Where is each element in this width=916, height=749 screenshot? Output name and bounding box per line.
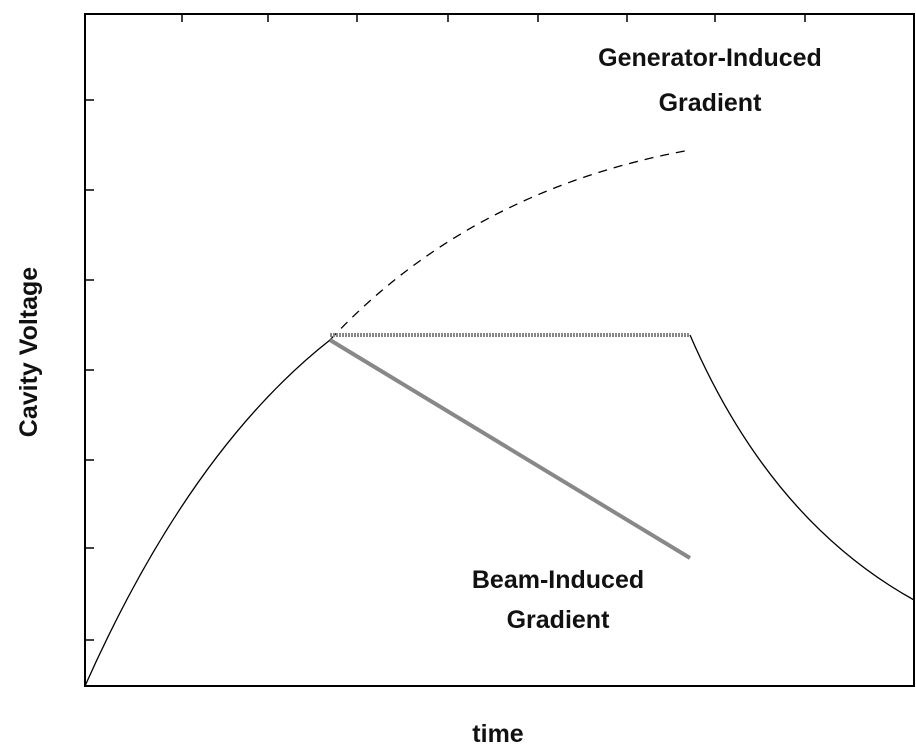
decay-curve <box>689 334 915 601</box>
beam-curve <box>328 338 692 560</box>
generator-curve <box>329 149 691 341</box>
annotation: Gradient <box>659 89 762 117</box>
left-ticks <box>85 99 94 641</box>
annotation: Beam-Induced <box>472 566 644 594</box>
annotation: Gradient <box>507 606 610 634</box>
annotation: Generator-Induced <box>598 44 822 72</box>
y-axis-label: Cavity Voltage <box>15 267 43 438</box>
rise-curve <box>84 339 331 687</box>
top-ticks <box>181 14 806 22</box>
plot-frame <box>84 13 915 687</box>
x-axis-label: time <box>472 720 524 748</box>
